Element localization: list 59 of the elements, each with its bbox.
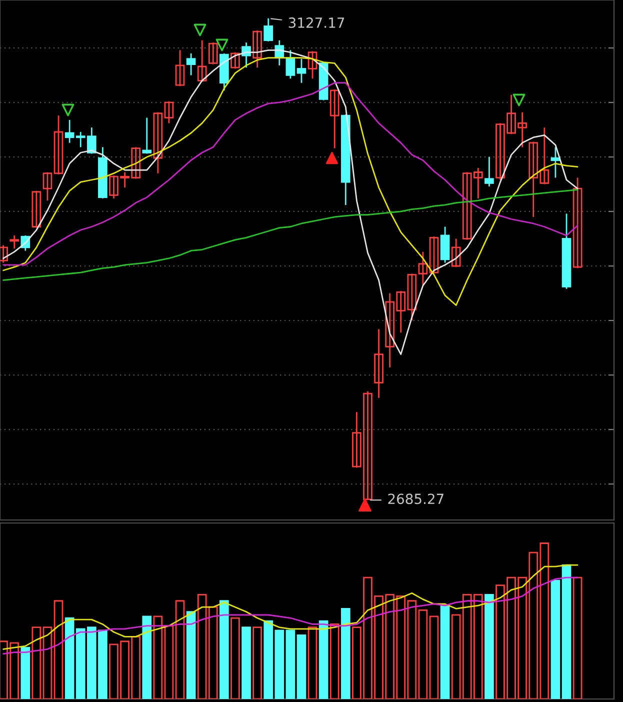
candlestick bbox=[264, 18, 274, 42]
bar bbox=[42, 626, 52, 699]
candlestick bbox=[374, 328, 384, 399]
bar bbox=[64, 617, 74, 699]
bar bbox=[164, 625, 174, 699]
candlestick bbox=[10, 234, 20, 250]
bar bbox=[330, 624, 340, 699]
candlestick bbox=[286, 49, 296, 80]
candlestick bbox=[308, 50, 318, 80]
bar bbox=[32, 626, 42, 699]
candlestick bbox=[142, 117, 152, 154]
bar bbox=[230, 617, 240, 699]
candlestick bbox=[418, 251, 428, 286]
bar bbox=[20, 646, 30, 699]
candlestick bbox=[330, 88, 340, 149]
candlestick bbox=[296, 58, 306, 84]
bar bbox=[296, 634, 306, 699]
candlestick bbox=[186, 52, 196, 76]
candlestick bbox=[572, 177, 582, 269]
candlestick bbox=[175, 49, 185, 87]
candlestick bbox=[550, 146, 560, 178]
candlestick bbox=[208, 42, 218, 66]
bar bbox=[175, 600, 185, 699]
bar bbox=[242, 626, 251, 699]
bar bbox=[142, 616, 152, 699]
candlestick bbox=[64, 119, 74, 144]
bar bbox=[153, 616, 163, 699]
candlestick bbox=[197, 40, 207, 82]
candlestick bbox=[252, 30, 262, 68]
annotation: 2685.27 bbox=[388, 494, 444, 504]
bar bbox=[318, 620, 328, 699]
candlestick bbox=[32, 190, 42, 229]
bar bbox=[440, 604, 450, 699]
candlestick bbox=[42, 172, 52, 202]
bar bbox=[308, 626, 318, 699]
candlestick bbox=[528, 141, 538, 218]
bar bbox=[484, 594, 494, 699]
candlestick bbox=[440, 226, 450, 264]
bar bbox=[562, 564, 572, 699]
bar bbox=[418, 610, 428, 699]
bar bbox=[220, 600, 229, 699]
candlestick bbox=[153, 112, 163, 174]
annotation: 3127.17 bbox=[288, 17, 344, 28]
bar bbox=[572, 576, 582, 699]
candlestick bbox=[54, 114, 64, 176]
candlestick bbox=[429, 236, 439, 274]
bar bbox=[252, 626, 262, 699]
bar bbox=[286, 630, 296, 699]
bar bbox=[340, 608, 350, 699]
candlestick bbox=[164, 100, 174, 124]
bar bbox=[550, 580, 560, 699]
bar bbox=[186, 611, 196, 699]
bar bbox=[540, 542, 550, 699]
candlestick bbox=[230, 52, 240, 70]
bar bbox=[429, 616, 439, 699]
candlestick bbox=[451, 238, 461, 268]
bar bbox=[54, 600, 64, 699]
candlestick bbox=[484, 156, 494, 188]
candlestick bbox=[540, 126, 550, 185]
